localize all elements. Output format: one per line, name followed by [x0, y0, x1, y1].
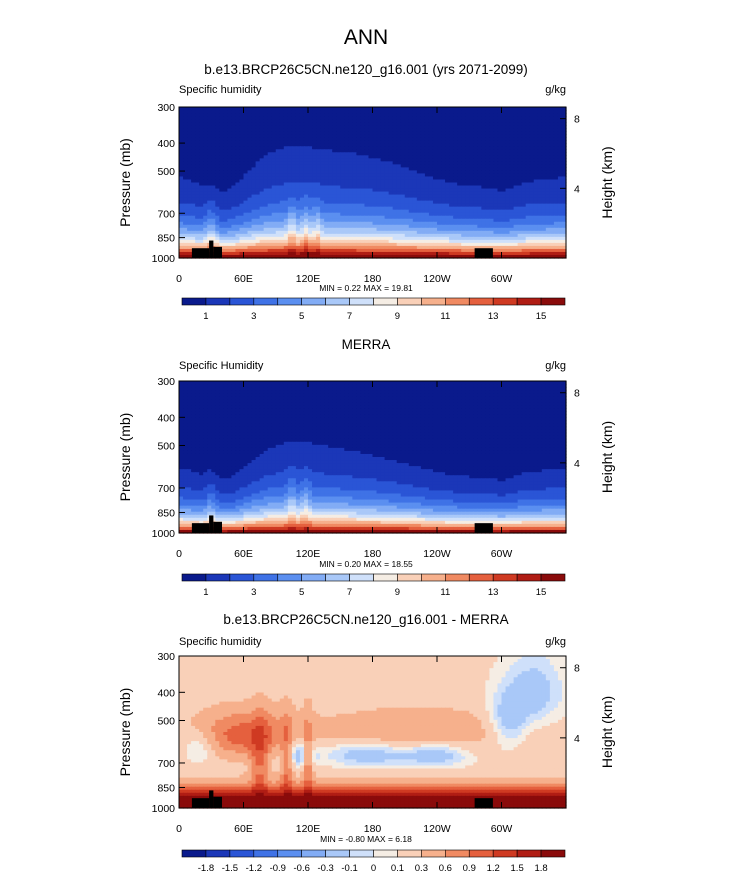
contour-field	[179, 381, 567, 534]
colorbar-swatch	[541, 298, 565, 305]
y-tick-label: 850	[157, 233, 175, 245]
y-tick-label: 300	[157, 102, 175, 114]
colorbar-label: 1	[203, 311, 208, 322]
colorbar-swatch	[421, 298, 445, 305]
units-label: g/kg	[545, 360, 566, 372]
x-tick-label: 60W	[491, 273, 513, 285]
x-tick-label: 60E	[234, 273, 253, 285]
panel-title: b.e13.BRCP26C5CN.ne120_g16.001 (yrs 2071…	[204, 62, 527, 77]
x-tick-label: 0	[176, 273, 182, 285]
y2-axis-label: Height (km)	[599, 146, 615, 218]
colorbar-label: 7	[347, 311, 352, 322]
colorbar-label: 11	[440, 311, 450, 322]
units-label: g/kg	[545, 84, 566, 96]
colorbar-swatch	[302, 298, 326, 305]
variable-label: Specific humidity	[179, 84, 262, 96]
colorbar-swatch	[445, 298, 469, 305]
colorbar-swatch	[517, 298, 541, 305]
y-tick-label: 400	[157, 138, 175, 150]
colorbar-swatch	[397, 298, 421, 305]
colorbar-label: 5	[299, 311, 304, 322]
colorbar-label: 3	[251, 311, 256, 322]
x-tick-label: 120W	[423, 273, 451, 285]
colorbar-label: 9	[395, 311, 400, 322]
colorbar-swatch	[326, 298, 350, 305]
colorbar-label: 15	[536, 311, 547, 322]
y-tick-label: 700	[157, 208, 175, 220]
colorbar-swatch	[206, 298, 230, 305]
colorbar-swatch	[182, 298, 206, 305]
colorbar-swatch	[230, 298, 254, 305]
y-axis-label: Pressure (mb)	[117, 138, 133, 227]
topography-block	[213, 247, 222, 258]
y2-tick-label: 8	[574, 114, 580, 126]
x-tick-label: 120E	[296, 273, 321, 285]
colorbar-swatch	[350, 298, 374, 305]
y-tick-label: 500	[157, 166, 175, 178]
colorbar-swatch	[278, 298, 302, 305]
colorbar-swatch	[493, 298, 517, 305]
panel-title: MERRA	[342, 337, 391, 352]
y2-tick-label: 4	[574, 183, 580, 195]
panel-1: b.e13.BRCP26C5CN.ne120_g16.001 (yrs 2071…	[117, 62, 615, 322]
topography-block	[209, 241, 213, 258]
colorbar-swatch	[254, 298, 278, 305]
y-tick-label: 1000	[152, 253, 176, 265]
colorbar-swatch	[374, 298, 398, 305]
variable-label: Specific Humidity	[179, 360, 264, 372]
colorbar-swatch	[469, 298, 493, 305]
topography-block	[192, 248, 209, 258]
figure-title: ANN	[344, 26, 388, 49]
colorbar-label: 13	[488, 311, 499, 322]
min-max-stats: MIN = 0.22 MAX = 19.81	[319, 283, 413, 293]
topography-block	[475, 248, 493, 258]
contour-field	[179, 107, 567, 259]
